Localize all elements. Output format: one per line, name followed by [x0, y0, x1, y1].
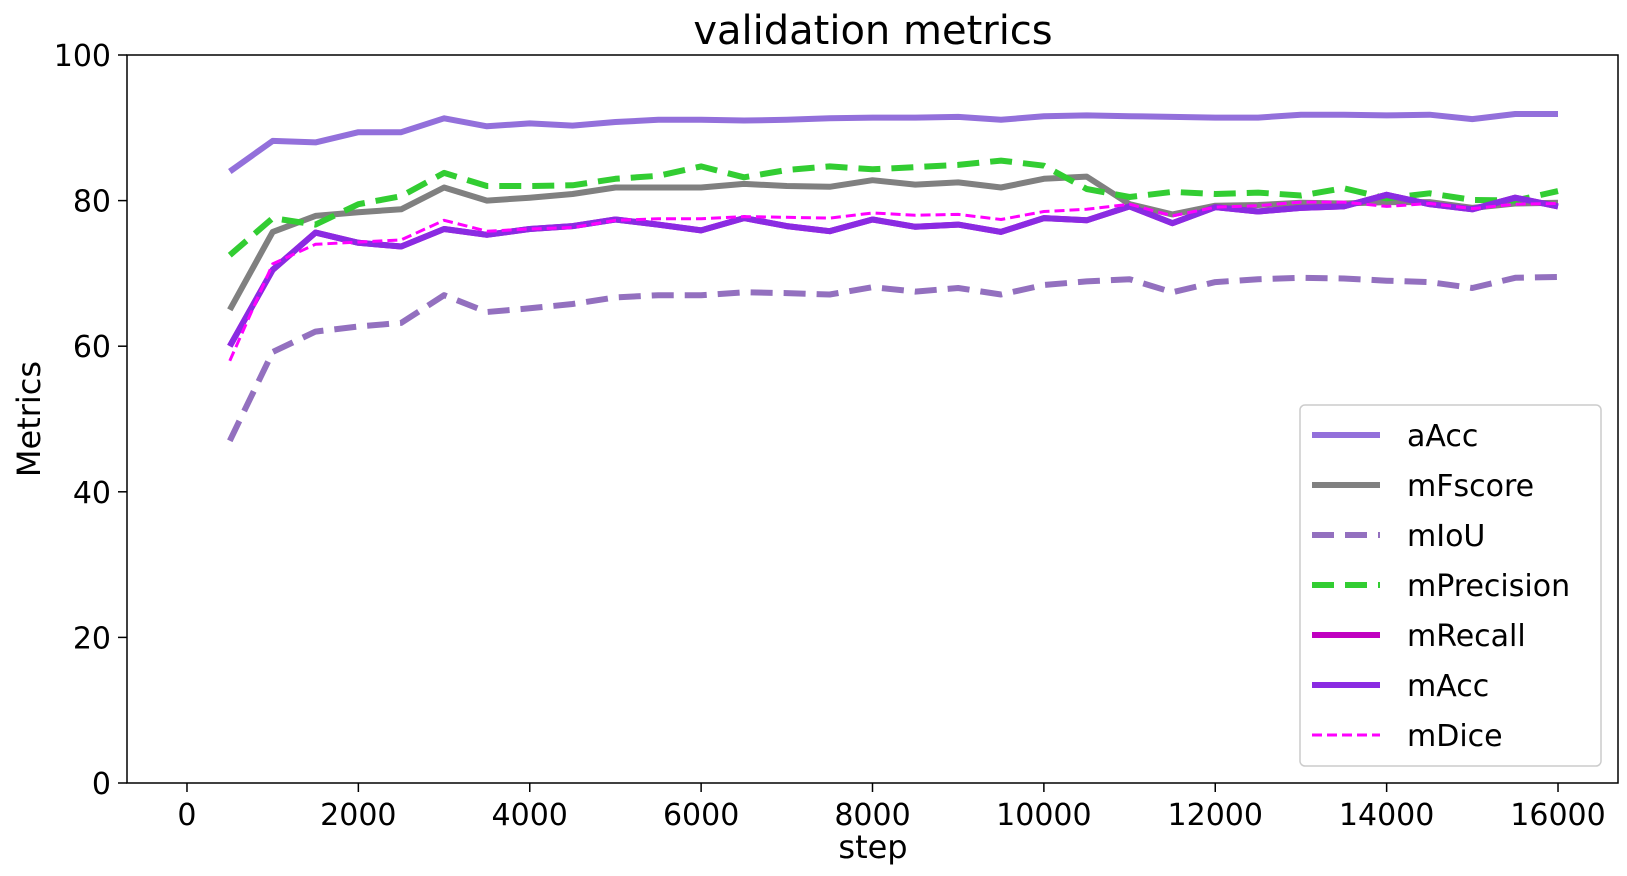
legend-label-mrecall: mRecall	[1407, 619, 1526, 654]
chart-title: validation metrics	[693, 8, 1052, 54]
x-tick-label: 8000	[834, 798, 910, 833]
legend: aAcc mFscore mIoU mPrecision mRecall mAcc mDic…	[1299, 404, 1602, 767]
series-line-miou	[227, 274, 1559, 443]
y-tick-label: 0	[92, 767, 111, 802]
y-tick-label: 20	[73, 621, 111, 656]
y-tick-label: 100	[54, 39, 111, 74]
axis-ticks: 0 2000 4000 6000 8000 10000 12000 14000 16000 0 20…	[54, 39, 1606, 833]
series-line-mprecision	[227, 157, 1559, 258]
y-tick-label: 40	[73, 476, 111, 511]
legend-label-aacc: aAcc	[1407, 419, 1478, 454]
legend-label-mfscore: mFscore	[1407, 469, 1534, 504]
y-axis-label: Metrics	[10, 361, 48, 477]
legend-label-miou: mIoU	[1407, 519, 1485, 554]
x-tick-label: 16000	[1510, 798, 1605, 833]
x-tick-label: 6000	[663, 798, 739, 833]
x-tick-label: 12000	[1168, 798, 1263, 833]
x-tick-label: 2000	[320, 798, 396, 833]
y-tick-label: 60	[73, 330, 111, 365]
series-line-aacc	[228, 111, 1558, 174]
legend-label-macc: mAcc	[1407, 669, 1489, 704]
series-line-mdice	[228, 200, 1559, 362]
y-tick-label: 80	[73, 185, 111, 220]
x-tick-label: 10000	[996, 798, 1091, 833]
x-axis-label: step	[838, 828, 907, 866]
x-tick-label: 14000	[1339, 798, 1434, 833]
legend-label-mdice: mDice	[1407, 719, 1503, 754]
legend-box	[1299, 404, 1602, 767]
x-tick-label: 4000	[492, 798, 568, 833]
x-tick-label: 0	[177, 798, 196, 833]
legend-label-mprecision: mPrecision	[1407, 569, 1570, 604]
series-line-macc	[227, 191, 1559, 348]
plot-area	[227, 111, 1559, 443]
axes-frame	[126, 54, 1619, 784]
